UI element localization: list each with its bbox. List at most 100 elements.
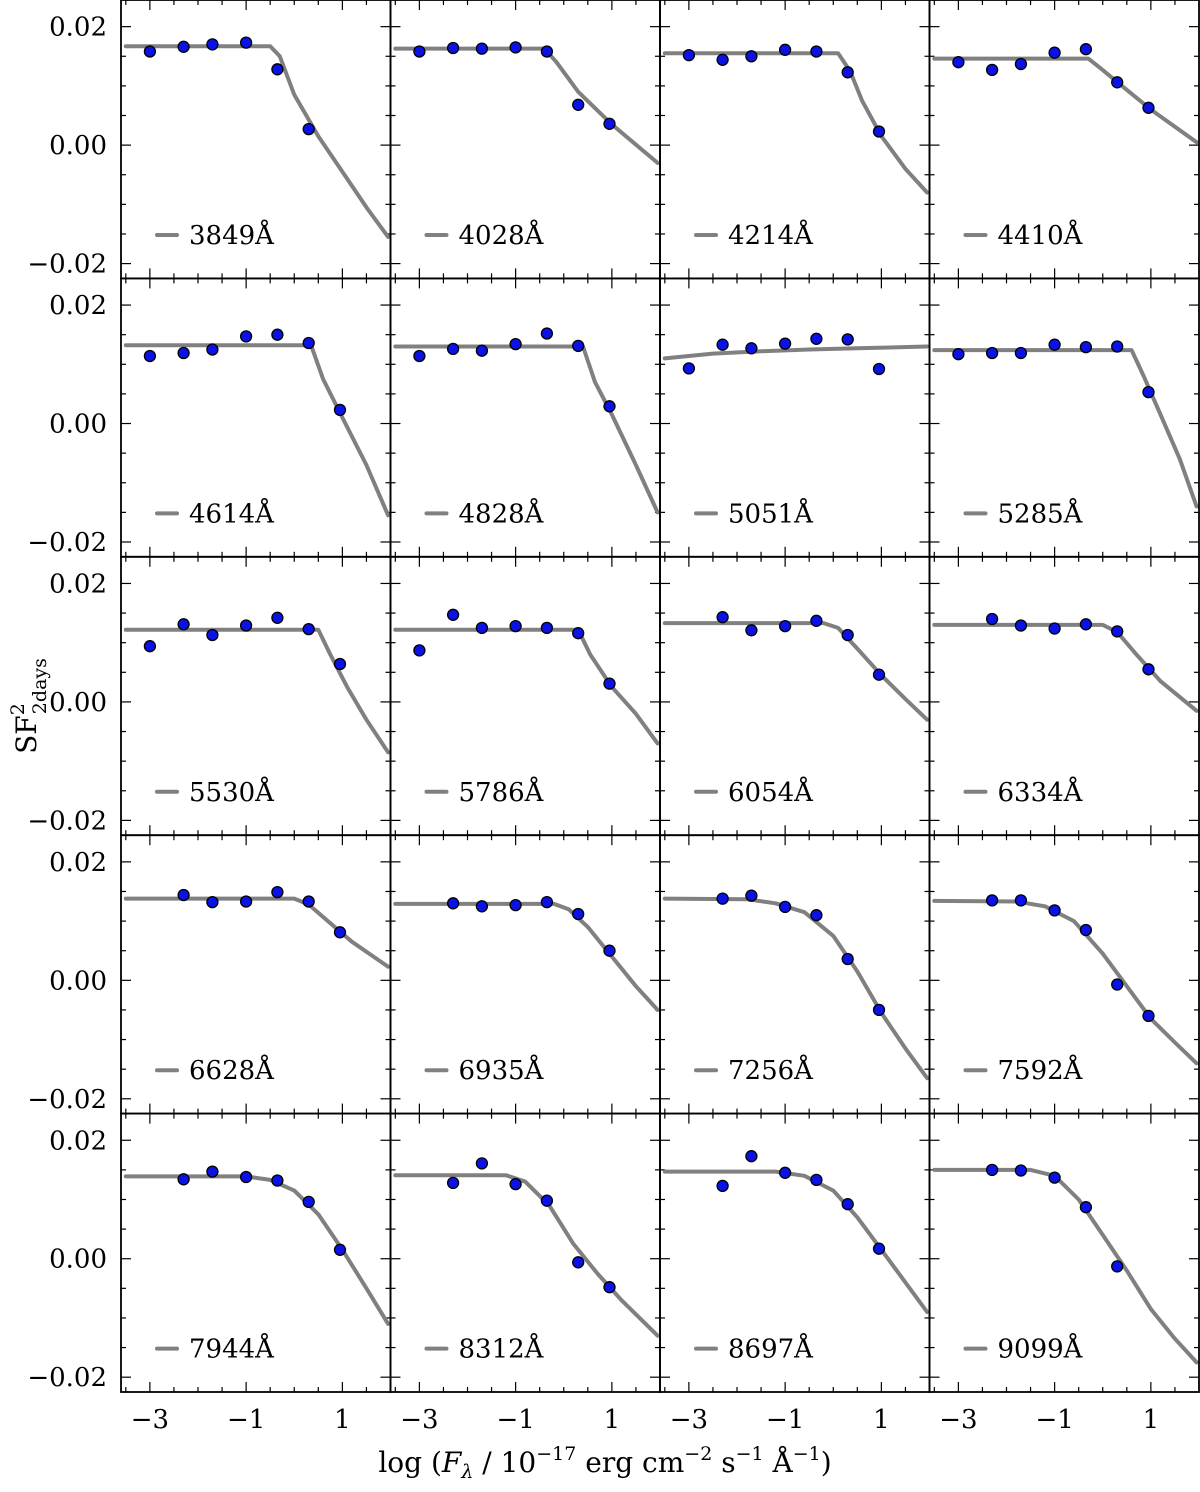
data-point (333, 1243, 347, 1256)
legend-label: 4410Å (998, 219, 1084, 251)
data-point (446, 342, 460, 356)
data-point (540, 621, 554, 635)
data-point (475, 42, 489, 55)
data-point (1048, 904, 1061, 917)
data-point (271, 885, 284, 899)
panel-17: 7944Å −0.02 0.00 0.02 −3 −1 1 (27, 1112, 392, 1435)
data-point (716, 611, 729, 624)
data-point (1142, 101, 1155, 114)
legend-label: 4028Å (459, 219, 545, 251)
legend-label: 5285Å (998, 497, 1084, 529)
fit-line (123, 1174, 391, 1326)
panel-2: 4028Å (389, 0, 661, 280)
data-point (446, 1176, 460, 1190)
data-point (985, 346, 999, 360)
data-point (603, 677, 616, 690)
fit-line (662, 51, 930, 195)
fit-line (393, 1173, 660, 1338)
panel-19: 8697Å −3 −1 1 (659, 1112, 931, 1435)
data-point (603, 1281, 616, 1294)
x-tick-label: 1 (873, 1405, 890, 1435)
panel-6: 4828Å (389, 277, 661, 558)
x-tick-label: −1 (1035, 1405, 1073, 1435)
data-point (1111, 340, 1124, 353)
data-point (1048, 1171, 1061, 1184)
panel-3: 4214Å (659, 0, 931, 280)
data-point (271, 1174, 284, 1187)
data-point (177, 888, 190, 902)
legend-label: 5786Å (459, 776, 545, 808)
x-axis-label: log (Fλ / 10−17 erg cm−2 s−1 Å−1) (378, 1443, 831, 1483)
data-point (413, 45, 426, 58)
y-tick-label: 0.02 (49, 291, 107, 321)
y-tick-label: 0.00 (49, 966, 107, 996)
data-point (143, 45, 157, 58)
data-point (682, 362, 696, 375)
data-point (1048, 338, 1061, 351)
data-point (810, 614, 823, 627)
data-point (572, 98, 585, 111)
data-point (143, 349, 157, 363)
data-point (716, 53, 729, 66)
data-point (745, 889, 758, 902)
x-tick-label: −1 (766, 1405, 804, 1435)
data-point (985, 612, 999, 626)
data-point (572, 339, 585, 353)
panel-13: 6628Å −0.02 0.00 0.02 (27, 834, 392, 1115)
data-point (778, 43, 792, 56)
legend-label: 7256Å (728, 1054, 814, 1086)
panel-8: 5285Å (928, 277, 1200, 558)
data-point (239, 36, 253, 49)
data-point (206, 895, 219, 909)
x-tick-label: −3 (400, 1405, 438, 1435)
axis-labels-layer: log (Fλ / 10−17 erg cm−2 s−1 Å−1) SF22da… (7, 658, 832, 1483)
legend-label: 6628Å (189, 1054, 275, 1086)
data-point (540, 327, 554, 340)
data-point (302, 1195, 315, 1209)
data-point (271, 611, 284, 624)
fit-line (932, 348, 1199, 509)
data-point (509, 1177, 522, 1191)
data-point (271, 63, 284, 76)
data-point (1014, 894, 1028, 907)
data-point (540, 895, 554, 909)
data-point (1111, 625, 1124, 638)
panel-10: 5786Å (389, 555, 661, 837)
legend-label: 6935Å (459, 1054, 545, 1086)
data-point (745, 624, 758, 637)
fit-line (123, 896, 391, 969)
fit-line (123, 627, 391, 755)
legend-label: 4614Å (189, 497, 275, 529)
data-point (778, 337, 792, 350)
data-point (271, 328, 284, 341)
fit-line (662, 621, 930, 722)
data-point (745, 1150, 758, 1163)
data-point (1079, 618, 1093, 631)
data-point (1014, 1164, 1028, 1177)
legend-label: 8312Å (459, 1333, 545, 1365)
data-point (745, 50, 758, 63)
data-point (177, 40, 190, 53)
data-point (841, 1198, 854, 1211)
data-point (1079, 923, 1093, 937)
data-point (206, 38, 219, 51)
legend-label: 6054Å (728, 776, 814, 808)
data-point (810, 332, 823, 345)
panel-18: 8312Å −3 −1 1 (389, 1112, 661, 1435)
data-point (206, 343, 219, 356)
x-tick-label: 1 (604, 1405, 621, 1435)
data-point (716, 892, 729, 905)
data-point (872, 1242, 886, 1255)
panel-ticks (390, 1113, 660, 1392)
legend-label: 9099Å (998, 1333, 1084, 1365)
data-point (1014, 57, 1028, 71)
data-point (716, 338, 729, 351)
fit-line (393, 46, 660, 165)
legend-label: 8697Å (728, 1333, 814, 1365)
data-point (302, 895, 315, 908)
data-point (475, 621, 489, 635)
data-point (716, 1179, 729, 1193)
panel-20: 9099Å −3 −1 1 (928, 1112, 1200, 1435)
x-tick-label: −1 (496, 1405, 534, 1435)
